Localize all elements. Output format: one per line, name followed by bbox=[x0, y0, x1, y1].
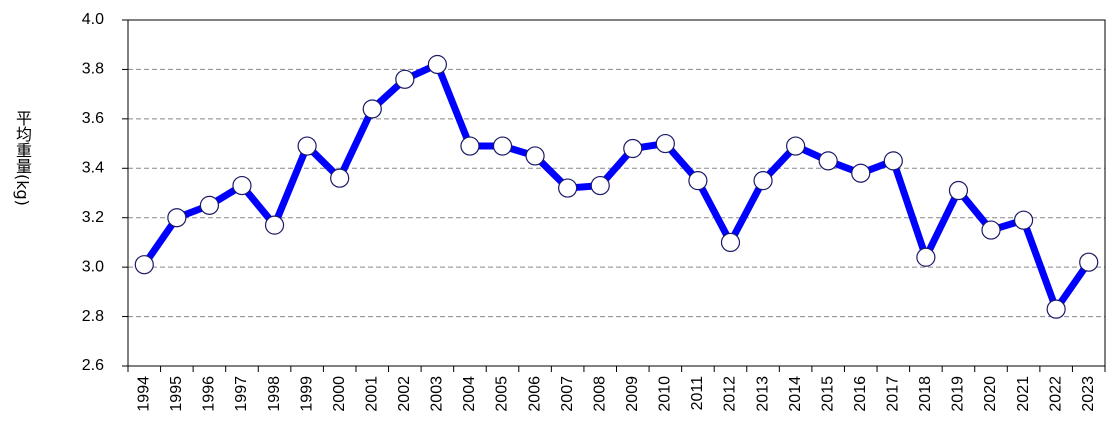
y-tick-label: 2.8 bbox=[82, 308, 104, 325]
data-point bbox=[590, 175, 610, 196]
x-tick-label: 2004 bbox=[461, 376, 478, 412]
x-tick-label: 2011 bbox=[689, 376, 706, 411]
x-tick-label: 2006 bbox=[526, 376, 543, 412]
x-tick-label: 2018 bbox=[917, 376, 934, 412]
data-point bbox=[199, 195, 220, 215]
x-tick-label: 1997 bbox=[233, 376, 250, 412]
x-tick-label: 2009 bbox=[624, 376, 641, 412]
x-tick-label: 2003 bbox=[429, 376, 446, 412]
y-tick-label: 3.8 bbox=[82, 61, 104, 78]
data-point bbox=[525, 146, 545, 166]
x-tick-label: 2002 bbox=[396, 376, 413, 412]
data-point bbox=[753, 171, 773, 191]
x-tick-label: 2005 bbox=[494, 376, 511, 412]
x-tick-label: 2007 bbox=[559, 376, 576, 412]
data-point bbox=[330, 168, 350, 188]
x-tick-label: 2017 bbox=[885, 376, 902, 412]
data-point bbox=[297, 136, 317, 156]
data-point bbox=[167, 208, 187, 228]
x-tick-label: 2016 bbox=[852, 376, 869, 412]
x-tick-label: 2020 bbox=[982, 376, 999, 412]
data-point bbox=[264, 215, 285, 235]
data-point bbox=[232, 175, 252, 196]
data-point bbox=[818, 151, 838, 171]
data-point bbox=[492, 136, 513, 156]
data-point bbox=[981, 220, 1001, 240]
y-tick-label: 3.4 bbox=[82, 160, 104, 177]
x-tick-label: 2021 bbox=[1015, 376, 1032, 412]
data-line bbox=[141, 60, 1092, 313]
x-tick-label: 2008 bbox=[591, 376, 608, 412]
data-point bbox=[688, 171, 708, 191]
data-point bbox=[851, 163, 871, 183]
data-point bbox=[786, 136, 806, 156]
data-point bbox=[916, 247, 936, 267]
data-point bbox=[1079, 252, 1099, 272]
y-tick-label: 4.0 bbox=[82, 11, 104, 28]
y-tick-label: 3.6 bbox=[82, 110, 104, 127]
x-tick-label: 2012 bbox=[722, 376, 739, 412]
x-tick-label: 2010 bbox=[657, 376, 674, 412]
data-point bbox=[395, 69, 415, 89]
data-point bbox=[134, 255, 154, 275]
data-point bbox=[362, 99, 382, 119]
x-tick-label: 2013 bbox=[754, 376, 771, 412]
x-tick-label: 1999 bbox=[298, 376, 315, 412]
data-point bbox=[720, 232, 741, 253]
x-tick-label: 2000 bbox=[331, 376, 348, 412]
data-point bbox=[623, 138, 643, 159]
x-tick-label: 1998 bbox=[266, 376, 283, 412]
x-tick-label: 1995 bbox=[168, 376, 185, 412]
y-axis-label: 平均重量(kg) bbox=[13, 110, 32, 206]
x-tick-label: 2019 bbox=[950, 376, 967, 412]
data-point bbox=[948, 180, 969, 201]
data-point bbox=[460, 136, 480, 156]
x-tick-label: 1996 bbox=[201, 376, 218, 412]
data-point bbox=[655, 133, 675, 154]
y-tick-label: 3.0 bbox=[82, 258, 104, 275]
data-point bbox=[883, 151, 903, 171]
data-point bbox=[1013, 210, 1034, 230]
y-tick-label: 2.6 bbox=[82, 357, 104, 374]
x-tick-label: 2022 bbox=[1047, 376, 1064, 412]
x-tick-label: 2015 bbox=[819, 376, 836, 412]
x-tick-label: 2023 bbox=[1080, 376, 1097, 412]
x-tick-label: 2001 bbox=[363, 376, 380, 412]
y-tick-label: 3.2 bbox=[82, 209, 104, 226]
data-point bbox=[427, 54, 447, 75]
x-tick-label: 2014 bbox=[787, 376, 804, 412]
x-tick-label: 1994 bbox=[136, 376, 153, 412]
data-point bbox=[558, 178, 578, 198]
data-point bbox=[1046, 299, 1066, 319]
